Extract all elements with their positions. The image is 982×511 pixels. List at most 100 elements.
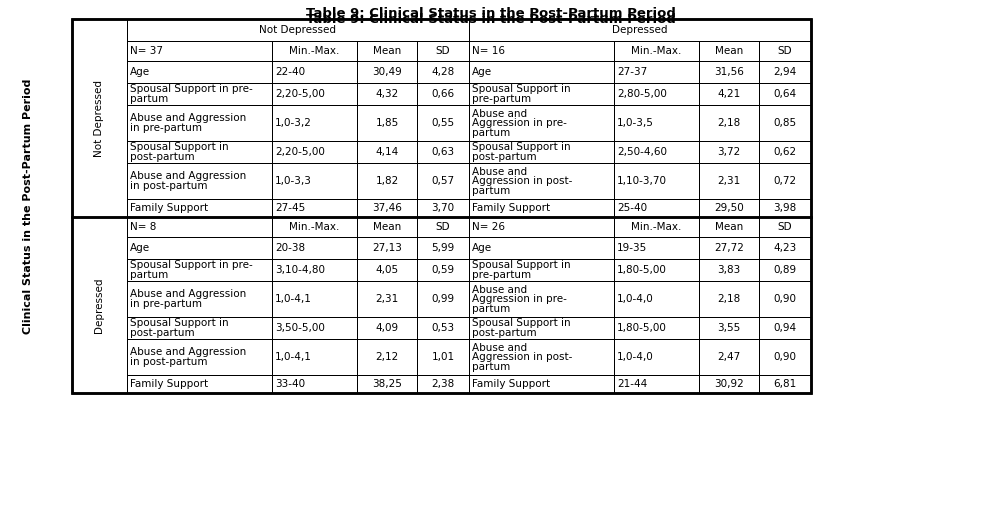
Bar	[469, 375, 614, 393]
Text: 0,59: 0,59	[431, 265, 455, 275]
Bar	[614, 61, 699, 83]
Text: partum: partum	[472, 361, 511, 371]
Bar	[699, 237, 759, 259]
Bar	[699, 83, 759, 105]
Text: pre-partum: pre-partum	[472, 94, 531, 104]
Text: 4,32: 4,32	[375, 89, 399, 99]
Text: 2,20-5,00: 2,20-5,00	[275, 147, 325, 157]
Bar	[469, 259, 614, 281]
Bar	[417, 317, 469, 339]
Bar	[272, 259, 357, 281]
Bar	[417, 61, 469, 83]
Text: N= 8: N= 8	[130, 222, 156, 232]
Text: 1,0-4,1: 1,0-4,1	[275, 294, 312, 304]
Text: 27-37: 27-37	[617, 67, 647, 77]
Text: SD: SD	[778, 46, 792, 56]
Text: 2,38: 2,38	[431, 379, 455, 389]
Bar	[127, 259, 272, 281]
Bar	[699, 281, 759, 317]
Text: 0,99: 0,99	[431, 294, 455, 304]
Bar	[357, 141, 417, 163]
Bar	[699, 41, 759, 61]
Bar	[759, 217, 811, 237]
Text: 2,31: 2,31	[718, 176, 740, 186]
Text: Not Depressed: Not Depressed	[94, 80, 104, 156]
Bar	[272, 163, 357, 199]
Bar	[699, 105, 759, 141]
Text: Depressed: Depressed	[612, 25, 668, 35]
Bar	[72, 19, 811, 393]
Bar	[699, 375, 759, 393]
Text: partum: partum	[472, 304, 511, 314]
Bar	[759, 199, 811, 217]
Text: Min.-Max.: Min.-Max.	[631, 222, 682, 232]
Bar	[614, 141, 699, 163]
Text: 0,94: 0,94	[774, 323, 796, 333]
Text: Table 9: Clinical Status in the Post-Partum Period: Table 9: Clinical Status in the Post-Par…	[306, 7, 676, 20]
Text: 3,98: 3,98	[774, 203, 796, 213]
Text: 1,0-3,3: 1,0-3,3	[275, 176, 312, 186]
Bar	[469, 19, 811, 41]
Bar	[127, 317, 272, 339]
Text: Mean: Mean	[715, 46, 743, 56]
Text: 0,53: 0,53	[431, 323, 455, 333]
Bar	[614, 375, 699, 393]
Text: 3,50-5,00: 3,50-5,00	[275, 323, 325, 333]
Bar	[127, 375, 272, 393]
Text: Family Support: Family Support	[130, 379, 208, 389]
Bar	[272, 105, 357, 141]
Bar	[417, 237, 469, 259]
Text: Mean: Mean	[373, 46, 401, 56]
Bar	[614, 281, 699, 317]
Text: Min.-Max.: Min.-Max.	[631, 46, 682, 56]
Text: 3,72: 3,72	[718, 147, 740, 157]
Text: Age: Age	[472, 67, 492, 77]
Bar	[272, 141, 357, 163]
Text: Abuse and Aggression: Abuse and Aggression	[130, 171, 246, 181]
Text: 3,70: 3,70	[431, 203, 455, 213]
Text: 2,12: 2,12	[375, 352, 399, 362]
Text: post-partum: post-partum	[130, 328, 194, 338]
Text: Abuse and: Abuse and	[472, 108, 527, 119]
Text: 0,90: 0,90	[774, 294, 796, 304]
Bar	[699, 163, 759, 199]
Bar	[614, 41, 699, 61]
Bar	[127, 83, 272, 105]
Bar	[759, 163, 811, 199]
Text: 2,18: 2,18	[718, 294, 740, 304]
Text: Family Support: Family Support	[130, 203, 208, 213]
Bar	[127, 19, 469, 41]
Text: partum: partum	[130, 94, 168, 104]
Bar	[469, 237, 614, 259]
Bar	[272, 375, 357, 393]
Bar	[614, 259, 699, 281]
Text: 3,10-4,80: 3,10-4,80	[275, 265, 325, 275]
Text: Aggression in pre-: Aggression in pre-	[472, 294, 567, 304]
Text: Abuse and: Abuse and	[472, 167, 527, 176]
Text: 1,82: 1,82	[375, 176, 399, 186]
Text: 27,72: 27,72	[714, 243, 744, 253]
Text: 1,0-4,0: 1,0-4,0	[617, 352, 654, 362]
Text: SD: SD	[778, 222, 792, 232]
Text: Abuse and Aggression: Abuse and Aggression	[130, 113, 246, 123]
Text: 0,57: 0,57	[431, 176, 455, 186]
Text: 0,55: 0,55	[431, 118, 455, 128]
Bar	[417, 199, 469, 217]
Text: Mean: Mean	[715, 222, 743, 232]
Bar	[357, 105, 417, 141]
Text: partum: partum	[472, 185, 511, 196]
Bar	[614, 199, 699, 217]
Text: Aggression in post-: Aggression in post-	[472, 176, 573, 186]
Text: Spousal Support in: Spousal Support in	[472, 260, 571, 270]
Text: partum: partum	[130, 270, 168, 280]
Text: Spousal Support in pre-: Spousal Support in pre-	[130, 260, 252, 270]
Text: 4,23: 4,23	[774, 243, 796, 253]
Bar	[357, 259, 417, 281]
Text: Depressed: Depressed	[94, 277, 104, 333]
Text: Spousal Support in pre-: Spousal Support in pre-	[130, 84, 252, 94]
Text: 2,80-5,00: 2,80-5,00	[617, 89, 667, 99]
Bar	[759, 141, 811, 163]
Bar	[72, 19, 811, 393]
Text: Age: Age	[472, 243, 492, 253]
Bar	[417, 83, 469, 105]
